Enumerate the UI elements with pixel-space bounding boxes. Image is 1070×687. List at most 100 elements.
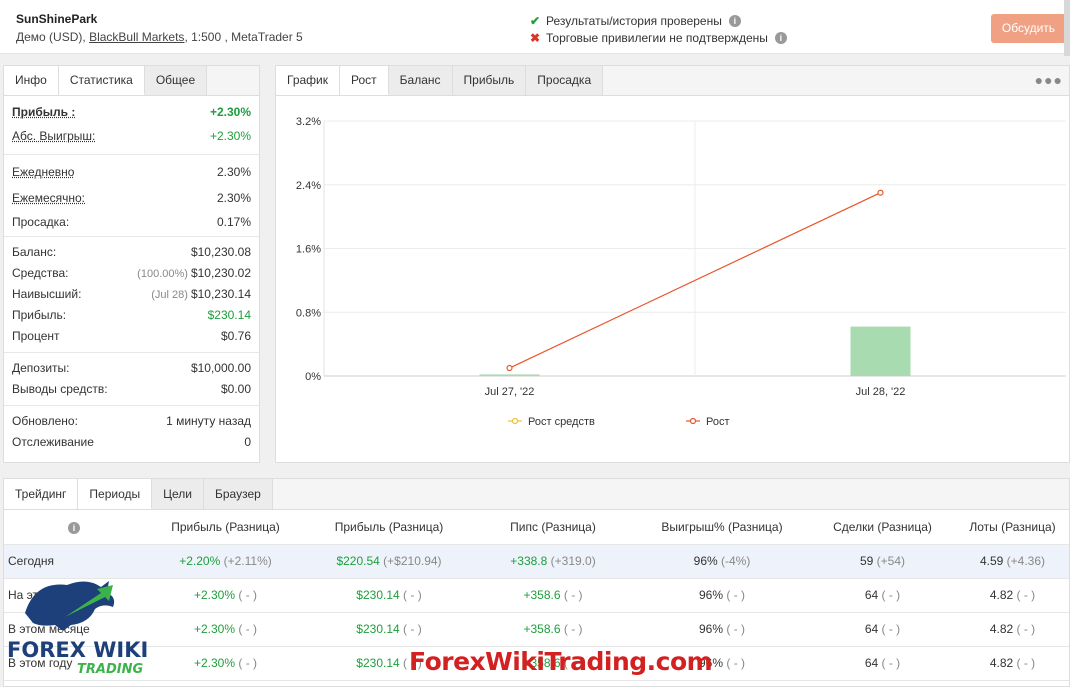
info-icon[interactable]: i: [774, 31, 787, 44]
table-cell: +358.6 ( - ): [471, 646, 635, 681]
y-tick-label: 0.8%: [296, 307, 321, 319]
cell-diff: ( - ): [1016, 588, 1036, 602]
table-cell: 59 (+54): [809, 544, 956, 579]
cell-diff: ( - ): [563, 622, 583, 636]
tab-periods[interactable]: Периоды: [78, 479, 153, 509]
equity-label: Средства:: [12, 265, 69, 280]
column-header: Выигрыш% (Разница): [635, 510, 809, 545]
column-header: Пипс (Разница): [471, 510, 635, 545]
balance-value: $10,230.08: [190, 244, 251, 259]
cell-diff: ( - ): [238, 622, 258, 636]
cell-diff: ( - ): [726, 622, 746, 636]
gain-group: Прибыль : +2.30% Абс. Выигрыш: +2.30%: [4, 96, 259, 155]
periods-panel: Трейдинг Периоды Цели Браузер i Прибыль …: [3, 478, 1070, 687]
rate-group: Ежедневно 2.30% Ежемесячно: 2.30% Просадка…: [4, 155, 259, 237]
withdrawals-value: $0.00: [220, 381, 251, 396]
table-cell: 64 ( - ): [809, 612, 956, 647]
highest-label: Наивысший:: [12, 286, 82, 301]
cell-diff: ( - ): [726, 588, 746, 602]
highest-date: (Jul 28): [151, 288, 188, 301]
account-header: SunShinePark Демо (USD), BlackBull Marke…: [0, 0, 1070, 54]
table-cell: +358.6 ( - ): [471, 578, 635, 613]
logo-subtext: TRADING: [77, 662, 143, 677]
table-row: В этом месяце +2.30% ( - ) $230.14 ( - ) +3…: [4, 612, 1069, 647]
scrollbar-edge: [1064, 0, 1070, 56]
deposit-group: Депозиты: $10,000.00 Выводы средств: $0.00: [4, 353, 259, 406]
discuss-button[interactable]: Обсудить: [991, 14, 1066, 43]
cell-diff: ( - ): [726, 656, 746, 670]
column-header: Лоты (Разница): [956, 510, 1069, 545]
tab-chart[interactable]: График: [276, 66, 340, 95]
balance-group: Баланс: $10,230.08 Средства: (100.00%) $10,…: [4, 237, 259, 353]
cell-value: 59: [859, 554, 874, 568]
cell-value: +2.30%: [193, 656, 236, 670]
tab-goals[interactable]: Цели: [152, 479, 204, 509]
verification-status: ✔ Результаты/история проверены i ✖ Торговые…: [530, 12, 787, 46]
cell-diff: ( - ): [238, 588, 258, 602]
abs-gain-label[interactable]: Абс. Выигрыш:: [12, 129, 96, 143]
tab-balance[interactable]: Баланс: [388, 66, 453, 95]
cell-value: +358.6: [523, 588, 561, 602]
cell-diff: ( - ): [881, 588, 901, 602]
y-tick-label: 2.4%: [296, 180, 321, 192]
check-icon: ✔: [530, 13, 541, 28]
cross-icon: ✖: [530, 30, 541, 45]
cell-value: $230.14: [356, 588, 400, 602]
daily-label[interactable]: Ежедневно: [12, 165, 75, 179]
cell-diff: (+4.36): [1006, 554, 1046, 568]
table-cell: 4.82 ( - ): [956, 578, 1069, 613]
bottom-tabs: Трейдинг Периоды Цели Браузер: [4, 479, 1069, 510]
broker-link[interactable]: BlackBull Markets: [89, 30, 185, 44]
cell-diff: ( - ): [881, 622, 901, 636]
y-tick-label: 1.6%: [296, 244, 321, 256]
period-name: В этом году: [4, 646, 144, 681]
equity-percent: (100.00%): [137, 267, 188, 280]
cell-diff: ( - ): [563, 656, 583, 670]
data-point: [877, 189, 884, 196]
cell-value: $230.14: [356, 656, 400, 670]
chart-panel: График Рост Баланс Прибыль Просадка ●●● …: [275, 65, 1070, 463]
table-row: На этой неделе+2.30% ( - )$230.14 ( - )+…: [4, 578, 1069, 613]
cell-value: 4.82: [989, 588, 1014, 602]
cell-value: 64: [864, 588, 879, 602]
cell-value: +338.8: [510, 554, 548, 568]
deposits-label: Депозиты:: [12, 360, 70, 375]
table-cell: +2.30% ( - ): [144, 612, 307, 647]
bar: [479, 374, 540, 376]
cell-value: 96%: [693, 554, 718, 568]
legend-marker: [689, 417, 697, 425]
table-cell: 4.82 ( - ): [956, 612, 1069, 647]
tab-statistics[interactable]: Статистика: [58, 66, 145, 95]
table-cell: +358.6 ( - ): [471, 612, 635, 647]
daily-value: 2.30%: [216, 165, 251, 179]
legend-label: Рост: [706, 416, 730, 428]
tab-info[interactable]: Инфо: [4, 66, 59, 95]
profit-value: +2.30%: [209, 105, 251, 119]
tab-trading[interactable]: Трейдинг: [4, 479, 79, 509]
interest-label: Процент: [12, 328, 60, 343]
info-icon[interactable]: i: [68, 521, 80, 534]
tab-profit[interactable]: Прибыль: [452, 66, 527, 95]
tracking-value: 0: [244, 434, 251, 449]
tab-browser[interactable]: Браузер: [204, 479, 273, 509]
tab-drawdown[interactable]: Просадка: [526, 66, 604, 95]
table-cell: 96% ( - ): [635, 578, 809, 613]
monthly-label[interactable]: Ежемесячно:: [12, 191, 86, 205]
column-header: Прибыль (Разница): [144, 510, 307, 545]
deposits-value: $10,000.00: [190, 360, 251, 375]
highest-value: $10,230.14: [190, 286, 251, 301]
profit-amount-value: $230.14: [207, 307, 251, 322]
verified-text: Результаты/история проверены: [546, 13, 722, 28]
table-cell: $230.14 ( - ): [307, 612, 471, 647]
unverified-text: Торговые привилегии не подтверждены: [546, 30, 768, 45]
account-name: SunShinePark: [16, 12, 98, 26]
cell-diff: (+54): [876, 554, 906, 568]
cell-diff: ( - ): [1016, 656, 1036, 670]
tab-general[interactable]: Общее: [144, 66, 208, 95]
tab-growth[interactable]: Рост: [340, 66, 389, 95]
stats-panel: Инфо Статистика Общее Прибыль : +2.30% Аб…: [3, 65, 260, 463]
info-icon[interactable]: i: [728, 14, 741, 27]
more-options-icon[interactable]: ●●●: [1034, 72, 1063, 88]
cell-value: 4.59: [979, 554, 1004, 568]
profit-label[interactable]: Прибыль :: [12, 105, 76, 119]
